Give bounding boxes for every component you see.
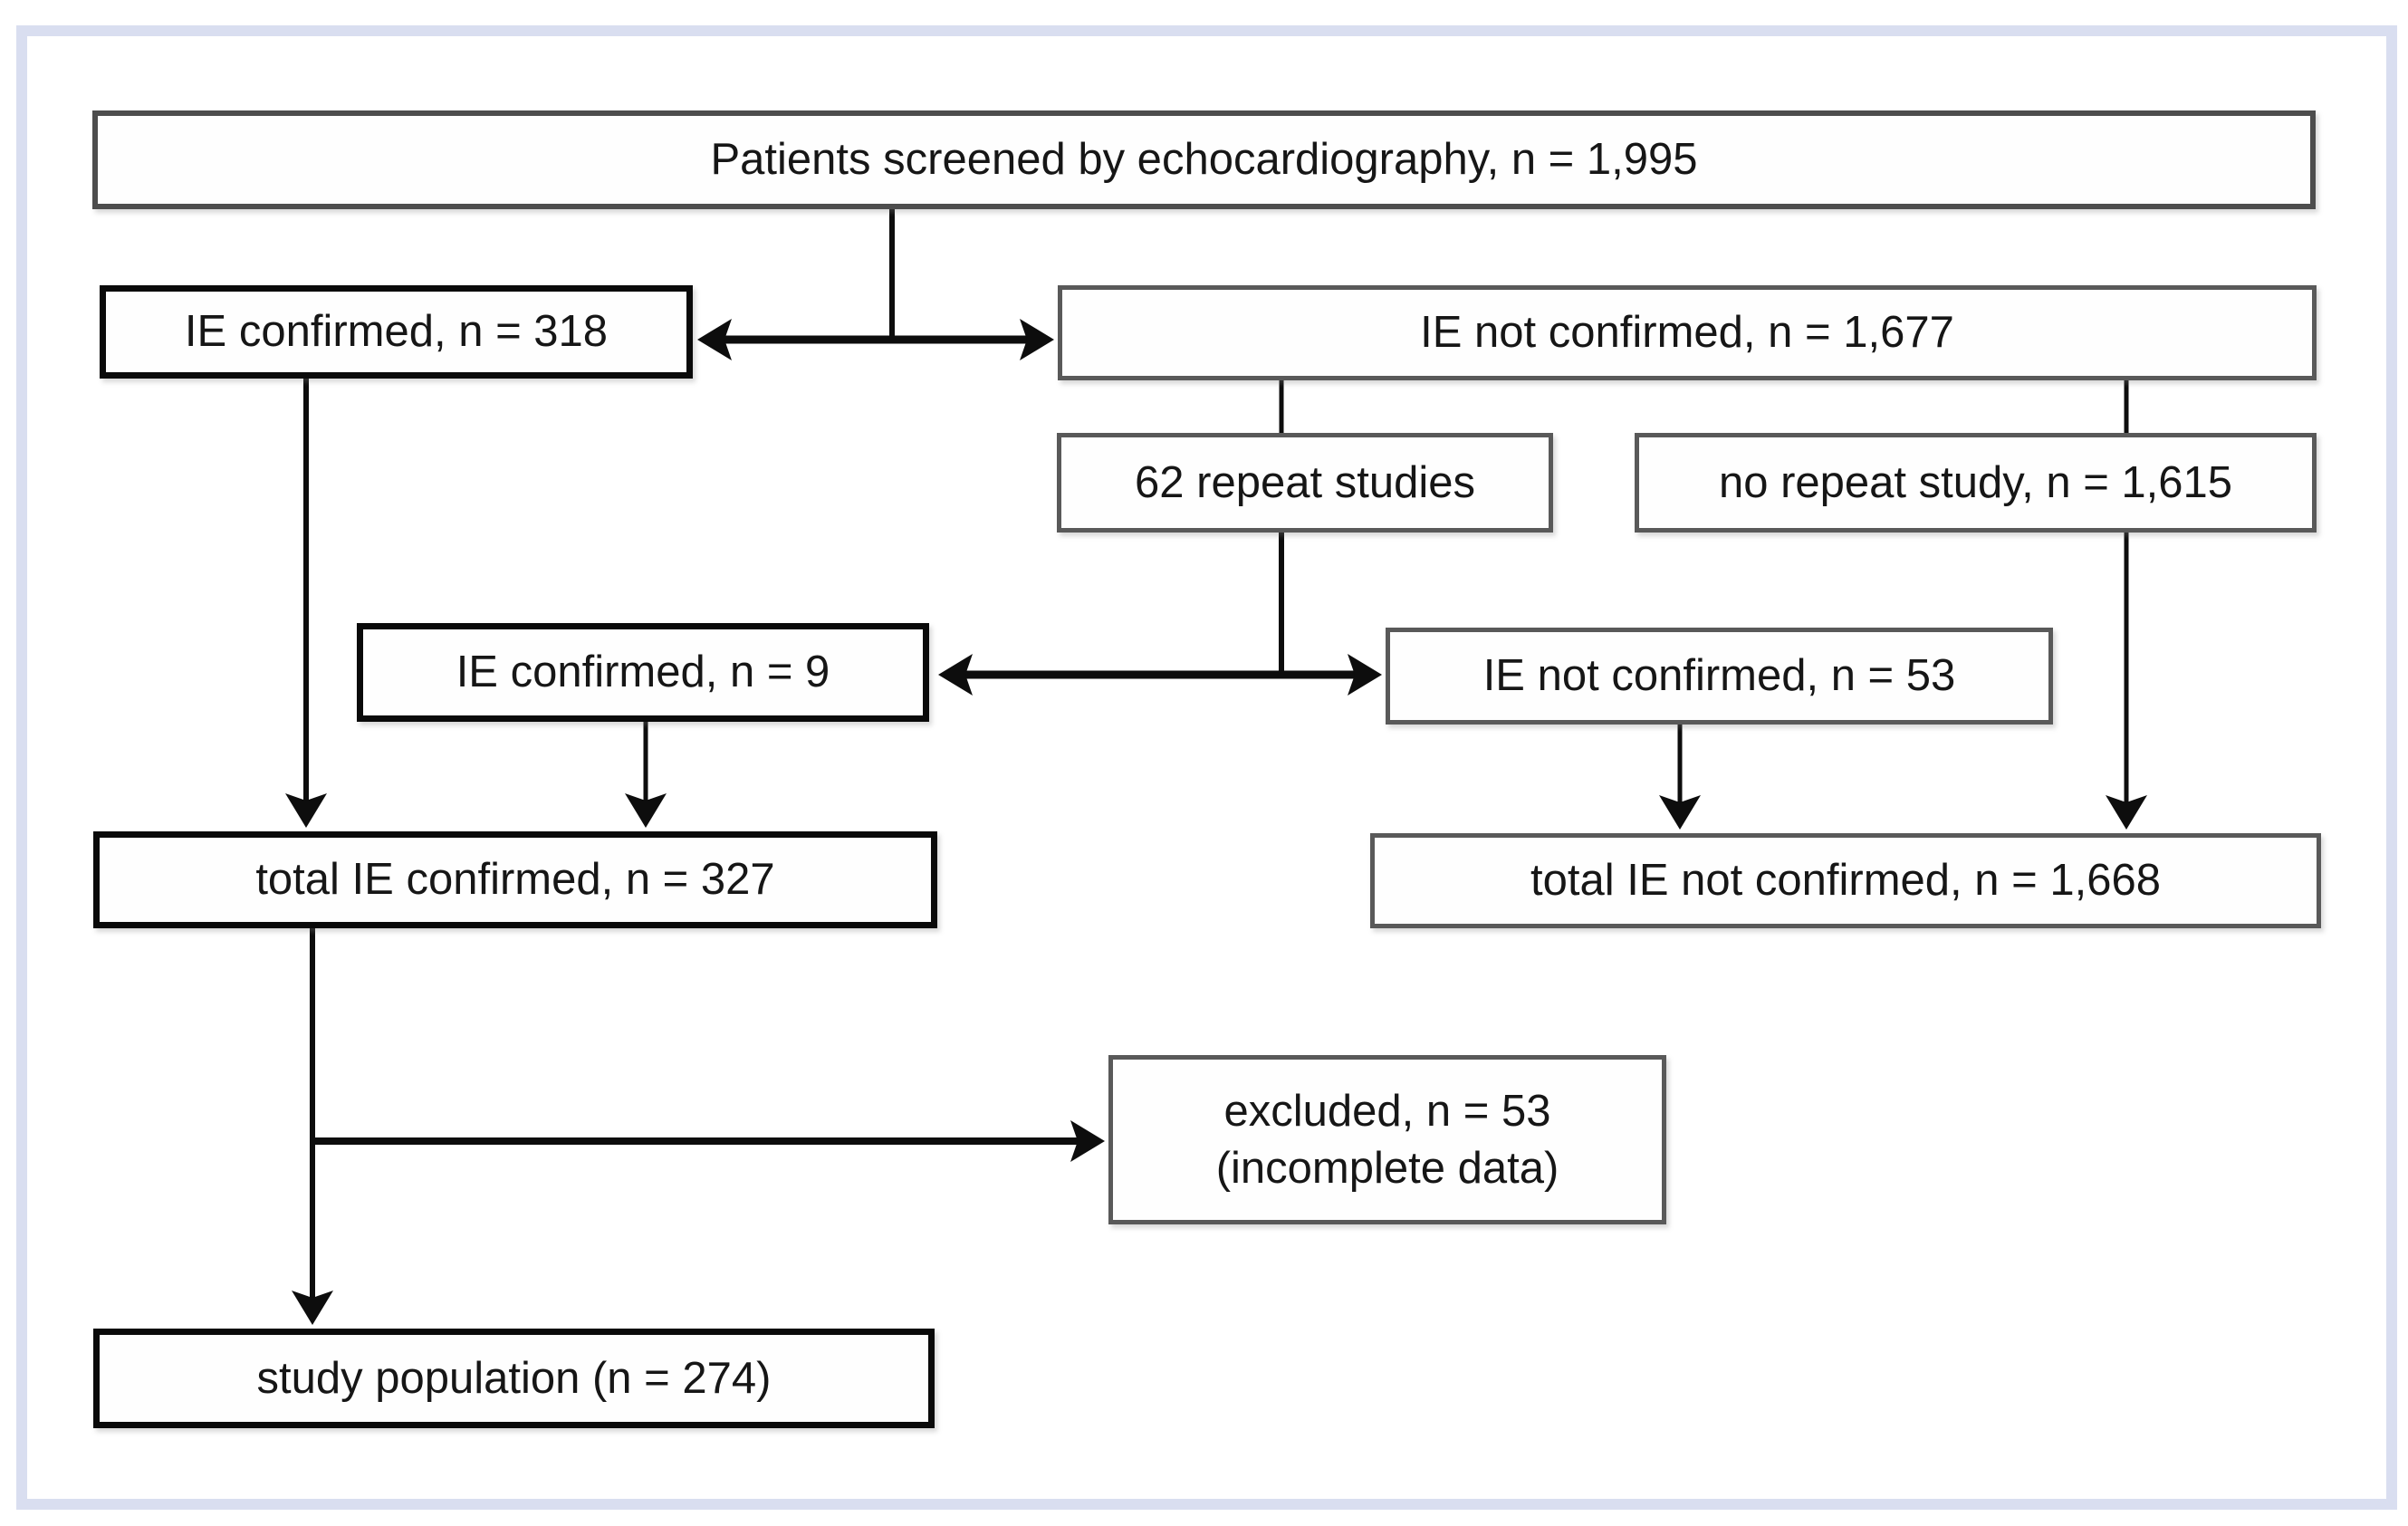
node-screened: Patients screened by echocardiography, n… [92,110,2316,209]
node-ie-confirmed-repeat: IE confirmed, n = 9 [357,623,929,722]
node-ie-confirmed: IE confirmed, n = 318 [100,285,693,379]
node-no-repeat-study-label: no repeat study, n = 1,615 [1718,457,2233,507]
arrowhead-study-population [292,1291,333,1325]
node-excluded-label-line1: excluded, n = 53 [1223,1086,1551,1136]
node-repeat-studies-label: 62 repeat studies [1135,457,1475,507]
node-ie-confirmed-repeat-label: IE confirmed, n = 9 [456,648,830,697]
arrowhead-318 [285,793,327,828]
node-ie-not-confirmed-repeat-label: IE not confirmed, n = 53 [1482,651,1956,701]
node-study-population-label: study population (n = 274) [256,1353,772,1403]
node-ie-not-confirmed-repeat: IE not confirmed, n = 53 [1386,628,2053,725]
node-ie-confirmed-label: IE confirmed, n = 318 [184,307,609,357]
node-total-ie-not-confirmed: total IE not confirmed, n = 1,668 [1370,833,2321,928]
arrowhead-row4-left [938,654,973,696]
node-total-ie-not-confirmed-label: total IE not confirmed, n = 1,668 [1530,856,2161,906]
arrowhead-excluded [1070,1120,1105,1162]
figure-frame [16,25,2397,1510]
node-total-ie-confirmed-label: total IE confirmed, n = 327 [255,855,775,905]
node-study-population: study population (n = 274) [93,1329,935,1428]
arrowhead-norepeat [2106,795,2147,830]
arrowhead-row2-left [697,319,732,360]
node-ie-not-confirmed-label: IE not confirmed, n = 1,677 [1420,308,1954,358]
node-no-repeat-study: no repeat study, n = 1,615 [1635,433,2317,533]
node-excluded-label-line2: (incomplete data) [1215,1143,1559,1193]
node-ie-not-confirmed: IE not confirmed, n = 1,677 [1058,285,2317,380]
arrowhead-row4-right [1348,654,1382,696]
node-screened-label: Patients screened by echocardiography, n… [710,135,1698,185]
arrowhead-9 [625,793,667,828]
node-total-ie-confirmed: total IE confirmed, n = 327 [93,831,937,928]
node-repeat-studies: 62 repeat studies [1057,433,1553,533]
arrowhead-53 [1659,795,1701,830]
node-excluded: excluded, n = 53 (incomplete data) [1108,1055,1666,1224]
arrowhead-row2-right [1020,319,1054,360]
